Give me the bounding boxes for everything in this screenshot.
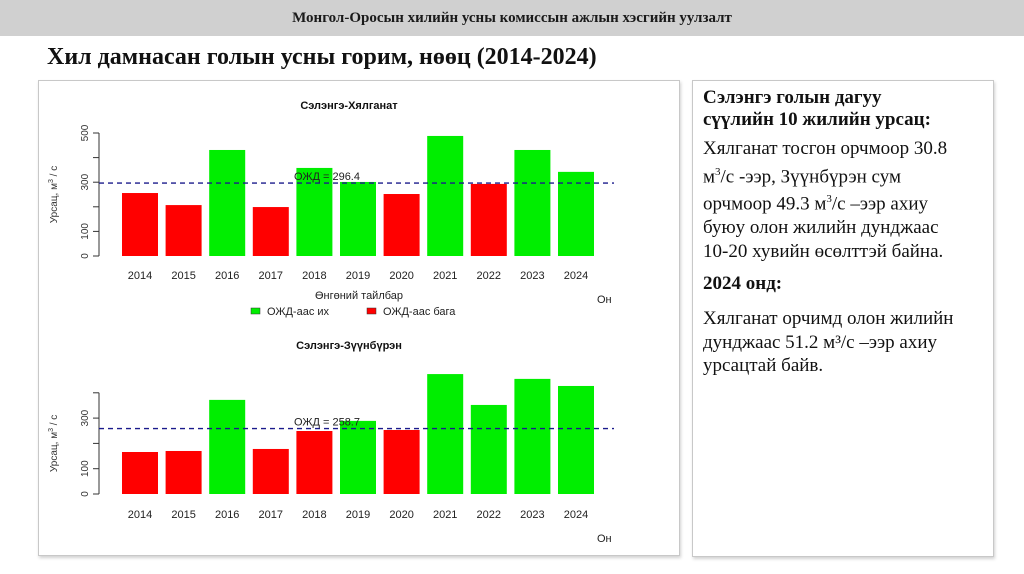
- bar-2020: [383, 194, 420, 256]
- legend-label-above: ОЖД-аас их: [267, 306, 330, 318]
- x-tick-label: 2021: [433, 270, 457, 282]
- banner-text: Монгол-Оросын хилийн усны комиссын ажлын…: [292, 9, 732, 26]
- x-axis-label: Он: [597, 294, 612, 306]
- summary-line: орчмоор 49.3 м3/с –ээр ахиу: [703, 188, 983, 216]
- x-axis-label: Он: [597, 533, 612, 545]
- x-tick-label: 2015: [171, 270, 195, 282]
- bar-2016: [209, 399, 246, 494]
- bar-2024: [558, 171, 594, 256]
- unit-text: /с –ээр ахиу: [831, 193, 929, 215]
- bar-2014: [122, 452, 158, 494]
- bar-2017: [252, 448, 289, 494]
- y-tick-label: 300: [80, 173, 91, 190]
- x-tick-label: 2022: [477, 270, 501, 282]
- bar-2022: [470, 404, 507, 494]
- summary-line: м3/с -ээр, Зүүнбүрэн сум: [703, 161, 983, 189]
- x-tick-label: 2014: [128, 270, 152, 282]
- chart-title: Сэлэнгэ-Зүүнбүрэн: [296, 340, 402, 352]
- banner: Монгол-Оросын хилийн усны комиссын ажлын…: [0, 0, 1024, 36]
- unit-text: м: [703, 165, 716, 187]
- x-tick-label: 2023: [520, 270, 544, 282]
- bar-2015: [165, 450, 202, 494]
- y-tick-label: 0: [80, 491, 91, 497]
- year-paragraph: Хялганат орчимд олон жилийн дунджаас 51.…: [703, 307, 983, 378]
- legend-swatch-above: [250, 307, 261, 315]
- summary-line: 10-20 хувийн өсөлттэй байна.: [703, 240, 944, 262]
- x-tick-label: 2019: [346, 509, 370, 521]
- x-tick-label: 2020: [389, 270, 413, 282]
- y-axis-label: Урсац, м3 / с: [48, 415, 60, 472]
- year-heading: 2024 онд:: [703, 273, 783, 295]
- x-tick-label: 2016: [215, 270, 239, 282]
- x-tick-label: 2024: [564, 509, 588, 521]
- bar-2021: [427, 374, 464, 494]
- summary-line: Хялганат тосгон орчмоор 30.8: [703, 138, 948, 159]
- x-tick-label: 2014: [128, 509, 152, 521]
- mean-label: ОЖД = 296.4: [294, 171, 360, 183]
- bar-2023: [514, 378, 551, 494]
- unit-sup: 3: [715, 165, 721, 178]
- x-tick-label: 2016: [215, 509, 239, 521]
- page-title: Хил дамнасан голын усны горим, нөөц (201…: [47, 44, 597, 70]
- bar-2019: [340, 181, 376, 256]
- bar-2024: [558, 385, 594, 494]
- bar-2015: [165, 205, 202, 256]
- year-line: дунджаас 51.2 м³/с –ээр ахиу: [703, 331, 938, 353]
- unit-text: орчмоор 49.3 м: [703, 193, 827, 215]
- chart-title: Сэлэнгэ-Хялганат: [300, 100, 398, 112]
- x-tick-label: 2022: [477, 509, 501, 521]
- y-tick-label: 100: [80, 460, 91, 477]
- summary-heading: Сэлэнгэ голын дагуу сүүлийн 10 жилийн ур…: [703, 87, 983, 131]
- year-line: Хялганат орчимд олон жилийн: [703, 308, 954, 330]
- year-line: урсацтай байв.: [703, 355, 824, 377]
- x-tick-label: 2024: [564, 270, 588, 282]
- summary-heading-line1: Сэлэнгэ голын дагуу: [703, 87, 882, 108]
- y-tick-label: 0: [80, 253, 91, 259]
- x-tick-label: 2019: [346, 270, 370, 282]
- legend-label-below: ОЖД-аас бага: [383, 306, 456, 318]
- summary-heading-line2: сүүлийн 10 жилийн урсац:: [703, 109, 931, 130]
- chart-panel: Сэлэнгэ-Хялганат 0 100 300 500 Урсац, м3 / с 2…: [38, 80, 680, 556]
- x-tick-label: 2023: [520, 509, 544, 521]
- x-tick-label: 2015: [171, 509, 195, 521]
- x-tick-label: 2018: [302, 509, 326, 521]
- summary-line: буюу олон жилийн дунджаас: [703, 217, 939, 239]
- charts-svg: Сэлэнгэ-Хялганат 0 100 300 500 Урсац, м3 / с 2…: [48, 100, 614, 545]
- legend-swatch-below: [366, 307, 377, 315]
- bar-2022: [470, 183, 507, 256]
- x-tick-label: 2017: [259, 270, 283, 282]
- y-tick-label: 100: [80, 223, 91, 240]
- legend-title: Өнгөний тайлбар: [315, 290, 403, 302]
- y-axis-label: Урсац, м3 / с: [48, 166, 60, 223]
- bar-2014: [122, 193, 158, 256]
- bar-2021: [427, 135, 464, 256]
- y-tick-label: 300: [80, 409, 91, 426]
- bar-2017: [252, 207, 289, 256]
- text-panel: Сэлэнгэ голын дагуу сүүлийн 10 жилийн ур…: [692, 80, 994, 557]
- bar-2023: [514, 149, 551, 256]
- summary-paragraph: Хялганат тосгон орчмоор 30.8 м3/с -ээр, …: [703, 137, 983, 263]
- x-tick-label: 2018: [302, 270, 326, 282]
- y-tick-label: 500: [80, 124, 91, 141]
- bar-2018: [296, 431, 333, 494]
- x-tick-label: 2017: [259, 509, 283, 521]
- bar-2019: [340, 420, 376, 494]
- unit-sup: 3: [826, 193, 832, 206]
- mean-label: ОЖД = 258.7: [294, 417, 360, 429]
- unit-text: /с -ээр, Зүүнбүрэн сум: [720, 165, 901, 187]
- x-tick-label: 2020: [389, 509, 413, 521]
- bar-2016: [209, 149, 246, 256]
- x-tick-label: 2021: [433, 509, 457, 521]
- bar-2020: [383, 429, 420, 494]
